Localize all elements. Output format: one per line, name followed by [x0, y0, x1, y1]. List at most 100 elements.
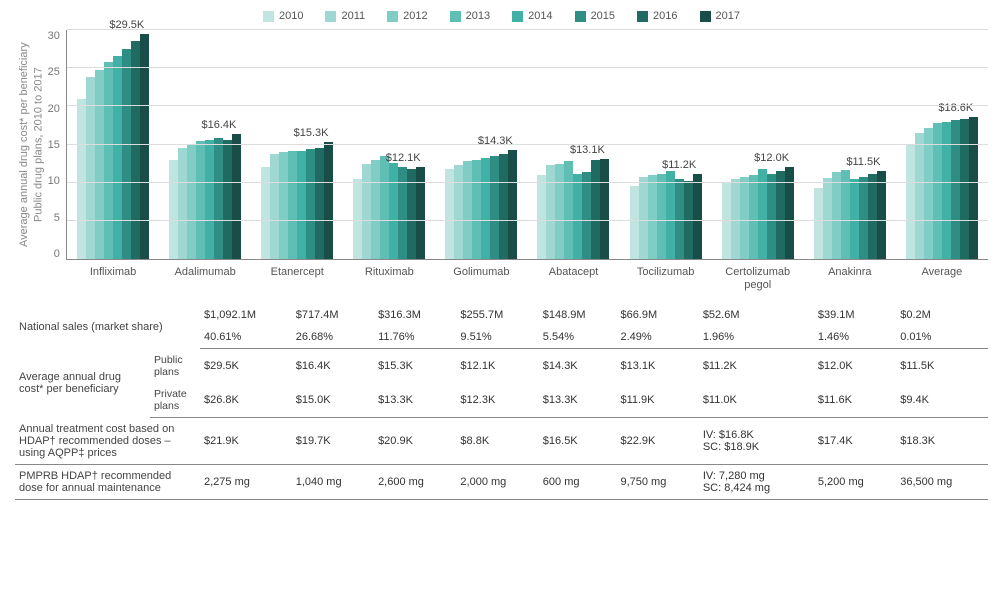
bar: [371, 160, 380, 259]
bar: [187, 145, 196, 260]
legend-swatch: [263, 11, 274, 22]
bar: [279, 152, 288, 259]
bar: [499, 154, 508, 259]
chart: Average annual drug cost* per beneficiar…: [15, 30, 988, 260]
table-cell: $19.7K: [292, 417, 374, 464]
table-cell: 2.49%: [616, 326, 698, 349]
peak-label: $12.0K: [754, 152, 789, 164]
bar: [324, 142, 333, 259]
bar: [490, 156, 499, 259]
bar: [546, 165, 555, 259]
table-cell: IV: 7,280 mgSC: 8,424 mg: [699, 464, 814, 499]
table-cell: 5,200 mg: [814, 464, 896, 499]
y-axis-ticks: 302520151050: [48, 30, 66, 260]
bar-group: $18.6K: [896, 30, 988, 259]
x-label: Average: [896, 260, 988, 292]
row-label-dose: PMPRB HDAP† recommended dose for annual …: [15, 464, 200, 499]
bar: [582, 172, 591, 259]
table-cell: $15.3K: [374, 349, 456, 383]
legend-item: 2011: [325, 10, 365, 22]
bar: [131, 41, 140, 259]
legend-item: 2014: [512, 10, 552, 22]
bar: [859, 177, 868, 259]
plot-area: $29.5K$16.4K$15.3K$12.1K$14.3K$13.1K$11.…: [66, 30, 988, 260]
bar: [639, 177, 648, 259]
legend-item: 2012: [387, 10, 427, 22]
table-cell: $12.0K: [814, 349, 896, 383]
legend-label: 2010: [279, 10, 303, 22]
y-tick: 20: [48, 103, 60, 115]
legend-item: 2016: [637, 10, 677, 22]
table-cell: $12.1K: [456, 349, 538, 383]
x-label: Certolizumab pegol: [712, 260, 804, 292]
legend-item: 2015: [575, 10, 615, 22]
bar-group: $11.5K: [804, 30, 896, 259]
x-axis-labels: InfliximabAdalimumabEtanerceptRituximabG…: [67, 260, 988, 292]
table-cell: $148.9M: [539, 304, 617, 326]
table-cell: $66.9M: [616, 304, 698, 326]
table-cell: 1.96%: [699, 326, 814, 349]
table-cell: $20.9K: [374, 417, 456, 464]
bar: [591, 160, 600, 259]
bar-group: $12.1K: [343, 30, 435, 259]
sub-label-public: Public plans: [150, 349, 200, 383]
table-cell: $11.2K: [699, 349, 814, 383]
sub-label-private: Private plans: [150, 383, 200, 418]
table-cell: $13.1K: [616, 349, 698, 383]
table-cell: $717.4M: [292, 304, 374, 326]
row-label-avgcost: Average annual drug cost* per beneficiar…: [15, 349, 150, 418]
figure-container: { "chart": { "type": "bar", "y_axis_labe…: [15, 10, 988, 500]
bar: [942, 122, 951, 259]
y-tick: 15: [48, 139, 60, 151]
table-cell: 600 mg: [539, 464, 617, 499]
bar: [463, 161, 472, 259]
table-cell: $39.1M: [814, 304, 896, 326]
table-cell: $9.4K: [896, 383, 988, 418]
legend-label: 2014: [528, 10, 552, 22]
grid-line: [67, 29, 988, 30]
bar: [416, 167, 425, 259]
bar: [915, 133, 924, 259]
bar: [454, 165, 463, 259]
table-cell: $21.9K: [200, 417, 292, 464]
bar: [740, 177, 749, 259]
legend: 2010 2011 2012 2013 2014 2015 2016 2017: [15, 10, 988, 22]
table-cell: $0.2M: [896, 304, 988, 326]
table-cell: $1,092.1M: [200, 304, 292, 326]
bar: [868, 174, 877, 259]
bar: [877, 171, 886, 259]
bar: [178, 148, 187, 259]
bar: [380, 156, 389, 259]
bar: [362, 164, 371, 259]
bar: [776, 171, 785, 259]
legend-swatch: [575, 11, 586, 22]
table-cell: IV: $16.8KSC: $18.9K: [699, 417, 814, 464]
grid-line: [67, 220, 988, 221]
legend-swatch: [387, 11, 398, 22]
table-cell: $18.3K: [896, 417, 988, 464]
bar: [232, 134, 241, 259]
legend-swatch: [325, 11, 336, 22]
legend-item: 2017: [700, 10, 740, 22]
bar: [122, 49, 131, 259]
table-cell: $26.8K: [200, 383, 292, 418]
table-cell: $12.3K: [456, 383, 538, 418]
bar: [113, 56, 122, 259]
table-cell: $16.4K: [292, 349, 374, 383]
table-cell: 2,600 mg: [374, 464, 456, 499]
x-label: Etanercept: [251, 260, 343, 292]
legend-swatch: [450, 11, 461, 22]
legend-item: 2013: [450, 10, 490, 22]
bar: [555, 164, 564, 259]
legend-swatch: [637, 11, 648, 22]
bar: [223, 140, 232, 259]
bar: [508, 150, 517, 259]
peak-label: $12.1K: [386, 152, 421, 164]
bar: [537, 175, 546, 259]
bar: [814, 188, 823, 259]
legend-label: 2011: [341, 10, 365, 22]
bar-group: $12.0K: [712, 30, 804, 259]
bar: [315, 148, 324, 259]
grid-line: [67, 144, 988, 145]
grid-line: [67, 182, 988, 183]
